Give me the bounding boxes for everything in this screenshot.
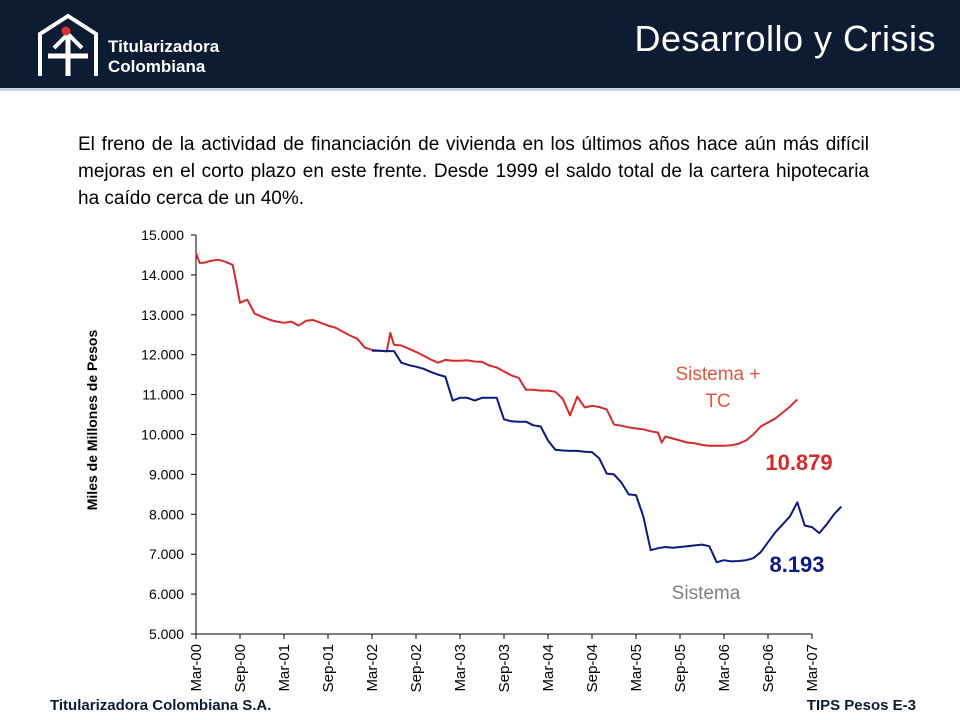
y-tick-label: 14.000 [141,267,184,283]
x-tick-label: Mar-06 [716,644,733,692]
header-divider [0,88,960,91]
logo-line1: Titularizadora [108,37,220,56]
x-tick-label: Mar-05 [628,644,645,692]
y-tick-label: 15.000 [141,227,184,243]
y-tick-labels: 5.000 6.000 7.000 8.000 9.000 10.000 11.000 12.… [141,227,184,642]
x-tick-label: Mar-03 [452,644,469,692]
footer-page-code: TIPS Pesos E-3 [806,697,916,714]
y-tick-label: 6.000 [149,586,184,602]
y-tick-label: 12.000 [141,347,184,363]
x-tick-label: Sep-06 [760,644,777,692]
x-tick-label: Sep-02 [408,644,425,692]
x-tick-label: Mar-07 [804,644,821,692]
header-bar: Titularizadora Colombiana Desarrollo y C… [0,0,960,90]
x-tick-label: Mar-01 [276,644,293,692]
titularizadora-logo: Titularizadora Colombiana [38,13,220,76]
house-arrow-logo-icon [38,13,98,76]
x-tick-label: Sep-01 [320,644,337,692]
x-tick-label: Sep-03 [496,644,513,692]
y-tick-label: 11.000 [142,387,184,403]
series-name-sistema: Sistema [672,583,741,604]
footer-company: Titularizadora Colombiana S.A. [50,697,272,714]
series-line-sistema [372,349,843,564]
end-value-sistema-tc: 10.879 [765,450,832,475]
x-tick-labels: Mar-00 Sep-00 Mar-01 Sep-01 Mar-02 Sep-02 Mar-… [188,644,821,692]
series-name-sistema-tc: Sistema + [675,364,760,385]
y-tick-label: 9.000 [149,466,184,482]
logo-line2: Colombiana [108,57,206,76]
x-tick-label: Sep-05 [672,644,689,692]
body-paragraph: El freno de la actividad de financiación… [78,134,869,209]
series-name-sistema-tc: TC [705,391,730,412]
y-tick-label: 7.000 [149,546,184,562]
y-tick-label: 13.000 [141,307,184,323]
x-tick-label: Mar-00 [188,644,205,692]
chart-series [195,252,843,564]
y-axis-label: Miles de Millones de Pesos [84,330,100,511]
end-value-sistema: 8.193 [769,552,824,577]
y-tick-label: 8.000 [149,506,184,522]
series-line-sistema-tc [195,252,799,447]
slide-title: Desarrollo y Crisis [634,18,936,59]
chart-axes [191,234,813,639]
x-tick-label: Mar-02 [364,644,381,692]
series-labels: Sistema + TC 10.879 8.193 Sistema [672,364,833,604]
x-tick-label: Sep-04 [584,644,601,692]
x-tick-label: Mar-04 [540,644,557,692]
y-tick-label: 5.000 [149,626,184,642]
x-tick-label: Sep-00 [232,644,249,692]
y-tick-label: 10.000 [141,427,184,443]
